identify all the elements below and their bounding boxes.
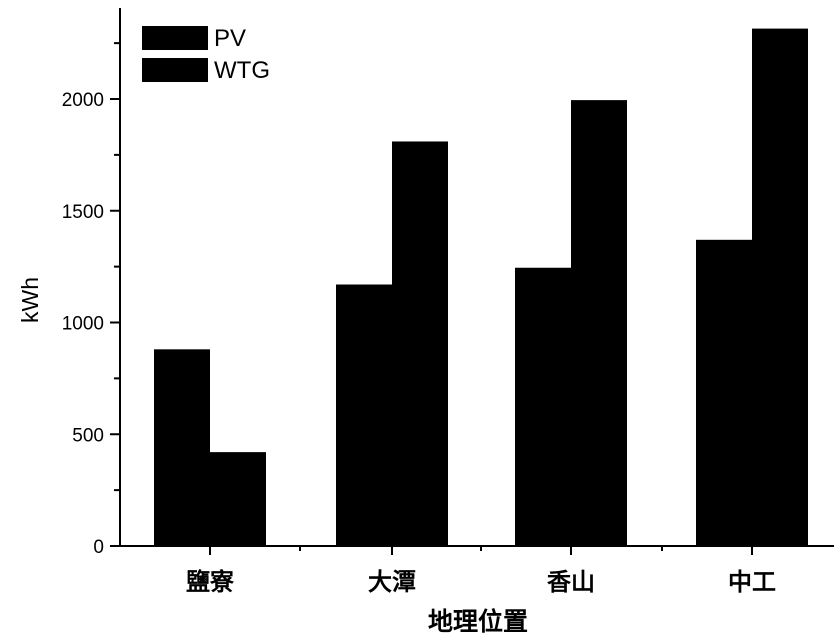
legend-label-wtg: WTG xyxy=(214,57,270,84)
y-tick-label: 1500 xyxy=(62,202,104,223)
bar-pv-1 xyxy=(336,284,392,546)
bar-wtg-2 xyxy=(571,100,627,547)
y-axis-title: kWh xyxy=(17,277,43,323)
bar-wtg-0 xyxy=(210,452,266,546)
bar-pv-2 xyxy=(515,267,571,546)
bar-wtg-1 xyxy=(392,141,448,546)
x-tick-label: 中工 xyxy=(728,567,776,596)
x-tick-label: 香山 xyxy=(547,567,595,596)
legend-swatch-pv xyxy=(142,26,208,50)
bar-pv-0 xyxy=(154,349,210,546)
y-tick-label: 2000 xyxy=(62,90,104,111)
bar-pv-3 xyxy=(696,239,752,546)
x-axis-title: 地理位置 xyxy=(428,607,528,636)
legend-swatch-wtg xyxy=(142,58,208,82)
x-tick-label: 大潭 xyxy=(368,567,416,596)
bar-wtg-3 xyxy=(752,28,808,547)
legend: PV WTG xyxy=(142,25,270,84)
y-tick-label: 0 xyxy=(93,537,104,558)
y-tick-label: 1000 xyxy=(62,314,104,335)
bars-layer xyxy=(154,28,808,547)
legend-label-pv: PV xyxy=(214,25,246,52)
x-tick-label: 鹽寮 xyxy=(186,567,235,596)
y-tick-label: 500 xyxy=(72,425,104,446)
axes-layer: 鹽寮 大潭 香山 中工 0 500 1000 1500 2000 xyxy=(62,8,834,596)
